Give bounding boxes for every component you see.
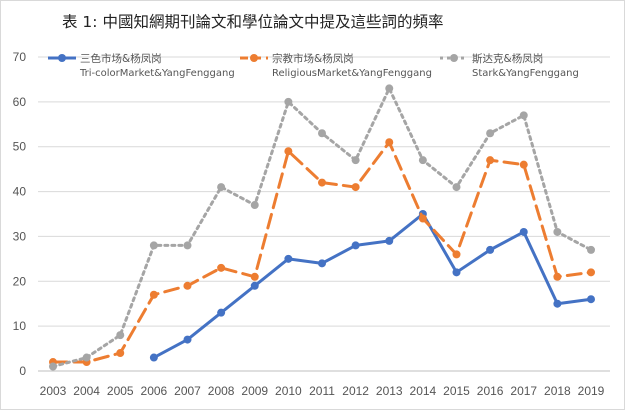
data-point (587, 245, 595, 254)
data-point (149, 353, 158, 362)
data-point (250, 201, 259, 210)
y-tick-label: 50 (13, 140, 27, 154)
x-tick-label: 2015 (443, 384, 470, 398)
x-tick-label: 2016 (477, 384, 504, 398)
y-tick-label: 30 (13, 229, 27, 243)
data-point (452, 250, 461, 259)
data-point (318, 178, 326, 187)
legend-label-en: Stark&YangFenggang (472, 68, 579, 79)
data-point (217, 308, 226, 317)
x-tick-label: 2010 (275, 384, 302, 398)
data-point (217, 263, 226, 272)
data-point (385, 138, 394, 147)
x-tick-label: 2019 (578, 384, 605, 398)
data-point (486, 156, 495, 165)
data-point (486, 245, 495, 254)
data-point (284, 254, 293, 263)
data-point (183, 281, 192, 290)
data-point (519, 227, 528, 236)
data-point (519, 160, 528, 169)
data-point (318, 259, 326, 268)
data-point (418, 156, 427, 165)
y-tick-label: 60 (13, 95, 27, 109)
y-tick-label: 20 (13, 274, 27, 288)
y-tick-label: 40 (13, 185, 27, 199)
data-point (519, 111, 528, 120)
y-tick-label: 70 (13, 50, 27, 64)
x-tick-label: 2011 (309, 384, 335, 398)
x-tick-label: 2008 (208, 384, 235, 398)
x-tick-label: 2009 (241, 384, 268, 398)
y-tick-label: 10 (13, 319, 27, 333)
legend-label-en: ReligiousMarket&YangFenggang (272, 68, 432, 79)
data-point (486, 129, 495, 138)
legend-label-en: Tri-colorMarket&YangFenggang (79, 68, 235, 79)
data-point (318, 129, 326, 138)
data-point (217, 183, 226, 192)
x-tick-label: 2007 (174, 384, 201, 398)
x-tick-label: 2018 (544, 384, 571, 398)
data-point (116, 349, 125, 358)
legend-label: 斯达克&杨凤岗 (472, 52, 543, 65)
data-point (183, 335, 192, 344)
data-point (452, 183, 461, 192)
data-point (351, 183, 360, 192)
data-point (553, 227, 562, 236)
data-point (587, 268, 595, 277)
x-tick-label: 2006 (141, 384, 168, 398)
y-tick-label: 0 (19, 364, 26, 378)
data-point (351, 156, 360, 165)
data-point (149, 241, 158, 250)
legend-label: 宗教市场&杨凤岗 (272, 52, 354, 65)
x-tick-label: 2005 (107, 384, 134, 398)
legend-swatch-marker (58, 54, 66, 62)
legend-label: 三色市场&杨凤岗 (80, 52, 162, 65)
x-tick-label: 2014 (410, 384, 437, 398)
series-line-1 (152, 212, 593, 360)
x-tick-label: 2003 (40, 384, 67, 398)
data-point (250, 272, 259, 281)
legend-swatch-marker (250, 54, 258, 62)
data-point (284, 97, 293, 106)
data-point (183, 241, 192, 250)
data-point (250, 281, 259, 290)
data-point (553, 299, 562, 308)
data-point (553, 272, 562, 281)
x-tick-label: 2013 (376, 384, 403, 398)
series-line-2 (51, 140, 593, 364)
data-point (385, 236, 394, 245)
x-tick-label: 2012 (342, 384, 369, 398)
data-point (351, 241, 360, 250)
data-point (116, 331, 125, 340)
x-tick-label: 2017 (510, 384, 537, 398)
data-point (49, 362, 57, 371)
x-tick-label: 2004 (73, 384, 100, 398)
data-point (587, 295, 595, 304)
data-point (452, 268, 461, 277)
data-point (149, 290, 158, 299)
data-point (82, 353, 91, 362)
data-point (418, 214, 427, 223)
data-point (284, 147, 293, 156)
data-point (385, 84, 394, 93)
chart-title: 表 1: 中國知網期刊論文和學位論文中提及這些詞的頻率 (62, 13, 444, 31)
legend-swatch-marker (450, 54, 458, 62)
